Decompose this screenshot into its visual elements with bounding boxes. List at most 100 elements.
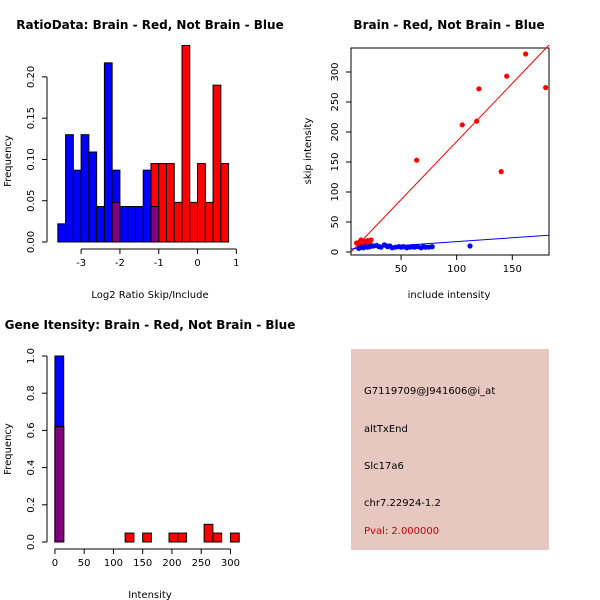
bar-blue-5 (96, 206, 105, 243)
intensity-histogram-panel: Gene Itensity: Brain - Red, Not Brain - … (3, 318, 295, 600)
bar-red-2 (142, 532, 152, 543)
ratio-histogram-ylabel: Frequency (3, 135, 14, 187)
y-tick-label: 250 (330, 92, 341, 111)
point-red (414, 157, 420, 163)
scatter-marks (350, 44, 550, 253)
point-red (543, 85, 549, 91)
y-tick-label: 0.00 (26, 231, 37, 253)
x-tick-label: 150 (133, 558, 152, 569)
y-tick-label: 0.8 (26, 385, 37, 401)
bar-red-9 (212, 84, 222, 243)
x-tick-label: 100 (104, 558, 123, 569)
bar-red-3 (165, 163, 175, 243)
point-red (368, 237, 374, 243)
bar-blue-4 (88, 151, 98, 243)
y-tick-label: 100 (330, 182, 341, 201)
bar-red-10 (220, 163, 230, 243)
y-tick-label: 0.10 (26, 148, 37, 170)
point-red (474, 118, 480, 124)
y-tick-label: 300 (330, 62, 341, 81)
bar-red-8 (204, 201, 214, 243)
ratio-histogram-axes: -3 -2 -1 0 1 0.00 0.05 0.10 0.15 0.20 (26, 66, 240, 269)
y-tick-label: 0 (330, 249, 341, 255)
point-red (476, 86, 482, 92)
y-tick-label: 0.0 (26, 534, 37, 550)
scatter-xlabel: include intensity (408, 290, 491, 301)
bar-red-7 (229, 532, 240, 543)
intensity-scatter-panel: Brain - Red, Not Brain - Blue include in… (303, 18, 550, 301)
intensity-histogram-ylabel: Frequency (3, 423, 14, 475)
y-tick-label: 1.0 (26, 348, 37, 364)
x-tick-label: -1 (154, 258, 164, 269)
y-tick-label: 0.4 (26, 460, 37, 476)
y-tick-label: 200 (330, 122, 341, 141)
x-tick-label: 200 (162, 558, 181, 569)
x-tick-label: 0 (194, 258, 200, 269)
bar-blue-10 (134, 206, 144, 243)
x-tick-label: 50 (78, 558, 91, 569)
bar-blue-6 (103, 62, 113, 243)
y-tick-label: 150 (330, 152, 341, 171)
point-red (498, 169, 504, 175)
bar-red-4 (173, 201, 183, 243)
point-red (459, 122, 465, 128)
bar-red-4 (177, 532, 188, 543)
y-tick-label: 0.6 (26, 422, 37, 438)
ratio-histogram-marks (57, 45, 230, 243)
bar-red-3 (168, 532, 179, 543)
gene-symbol: Slc17a6 (364, 461, 404, 472)
ratio-histogram-xlabel: Log2 Ratio Skip/Include (91, 290, 208, 301)
x-tick-label: -2 (115, 258, 125, 269)
ratio-histogram-panel: RatioData: Brain - Red, Not Brain - Blue… (3, 18, 284, 301)
overlap-bar (111, 201, 121, 243)
scatter-title: Brain - Red, Not Brain - Blue (353, 18, 544, 32)
point-blue (467, 243, 473, 249)
bar-red-1 (124, 532, 135, 543)
scatter-plot-box (350, 47, 550, 256)
probe-id: G7119709@J941606@i_at (364, 386, 496, 397)
bar-red-6 (212, 532, 223, 543)
probe-info-panel: G7119709@J941606@i_at altTxEnd Slc17a6 c… (351, 349, 549, 550)
x-tick-label: 300 (221, 558, 240, 569)
bar-blue-1 (65, 134, 74, 243)
x-tick-label: 1 (233, 258, 239, 269)
bar-red-2 (158, 163, 167, 243)
bar-red-7 (197, 163, 206, 243)
bar-red-5 (203, 523, 214, 543)
x-tick-label: 250 (192, 558, 211, 569)
scatter-ylabel: skip intensity (303, 118, 314, 185)
bar-blue-9 (127, 206, 136, 243)
intensity-histogram-marks (54, 355, 240, 543)
y-tick-label: 0.20 (26, 66, 37, 88)
bar-red-5 (181, 45, 191, 243)
bar-blue-11 (142, 169, 152, 243)
scatter-axes: 50 100 150 0 50 100 150 200 250 300 (330, 62, 522, 275)
intensity-histogram-axes: 0 50 100 150 200 250 300 0.0 0.2 0.4 0.6 0.8 1.0 (26, 348, 240, 569)
p-value: Pval: 2.000000 (364, 526, 440, 537)
intensity-histogram-xlabel: Intensity (128, 590, 172, 600)
genomic-location: chr7.22924-1.2 (364, 498, 441, 509)
fit-line-red (350, 44, 550, 253)
y-tick-label: 0.2 (26, 497, 37, 513)
x-tick-label: 100 (447, 264, 466, 275)
event-type: altTxEnd (364, 424, 408, 435)
overlap-bar (150, 206, 160, 243)
x-tick-label: -3 (76, 258, 86, 269)
x-tick-label: 50 (395, 264, 408, 275)
bar-red-6 (189, 201, 199, 243)
bar-blue-3 (80, 134, 90, 243)
x-tick-label: 150 (503, 264, 522, 275)
bar-blue-8 (119, 206, 129, 243)
bar-blue-2 (72, 169, 82, 243)
point-red (504, 73, 510, 79)
y-tick-label: 0.05 (26, 190, 37, 212)
y-tick-label: 0.15 (26, 107, 37, 129)
overlap-bar (54, 426, 65, 543)
point-red (523, 51, 529, 57)
x-tick-label: 0 (52, 558, 58, 569)
intensity-histogram-title: Gene Itensity: Brain - Red, Not Brain - … (5, 318, 296, 332)
y-tick-label: 50 (330, 216, 341, 229)
point-blue (429, 244, 435, 250)
bar-blue-0 (57, 223, 67, 243)
